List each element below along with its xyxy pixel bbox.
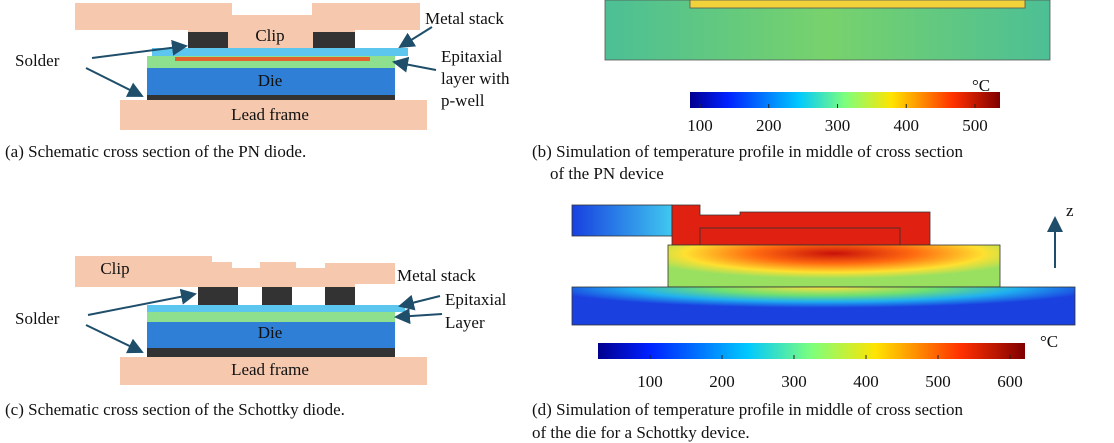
panel-c: Clip Die Lead frame Solder Metal stack E…	[5, 256, 507, 419]
axis-label: z	[1066, 201, 1074, 220]
caption: (c) Schematic cross section of the Schot…	[5, 400, 345, 419]
colorbar-tick-label: 400	[894, 116, 920, 135]
figure: Clip Die Lead frame Solder Metal stack E…	[0, 0, 1114, 443]
label: Epitaxial	[445, 290, 507, 309]
label: Clip	[255, 26, 284, 45]
colorbar-tick-label: 500	[925, 372, 951, 391]
caption: (d) Simulation of temperature profile in…	[532, 400, 964, 419]
unit: °C	[972, 76, 990, 95]
label: p-well	[441, 91, 485, 110]
colorbar-tick-label: 400	[853, 372, 879, 391]
label: Lead frame	[231, 360, 309, 379]
colorbar-tick-label: 500	[962, 116, 988, 135]
colorbar-tick-label: 600	[997, 372, 1023, 391]
colorbar-tick-label: 100	[637, 372, 663, 391]
caption: (b) Simulation of temperature profile in…	[532, 142, 964, 161]
label: Metal stack	[425, 9, 504, 28]
label: layer with	[441, 69, 510, 88]
label: Die	[258, 323, 283, 342]
panel-b: °C (b) Simulation of temperature profile…	[532, 0, 1050, 183]
label: Clip	[100, 259, 129, 278]
colorbar-tick-label: 300	[781, 372, 807, 391]
label: Layer	[445, 313, 485, 332]
caption: of the PN device	[550, 164, 664, 183]
label: Solder	[15, 51, 60, 70]
panel-a: Clip Die Lead frame Solder Metal stack E…	[5, 3, 510, 161]
colorbar-tick-label: 300	[825, 116, 851, 135]
caption: (a) Schematic cross section of the PN di…	[5, 142, 306, 161]
label: Metal stack	[397, 266, 476, 285]
label: Die	[258, 71, 283, 90]
colorbar-tick-label: 100	[687, 116, 713, 135]
colorbar-tick-label: 200	[756, 116, 782, 135]
colorbar	[598, 343, 1025, 359]
colorbar	[690, 92, 1000, 108]
unit: °C	[1040, 332, 1058, 351]
colorbar-tick-label: 200	[709, 372, 735, 391]
label: Epitaxial	[441, 47, 503, 66]
label: Lead frame	[231, 105, 309, 124]
panel-d: °C z (d) Simulation of temperature profi…	[532, 201, 1075, 442]
caption: of the die for a Schottky device.	[532, 423, 750, 442]
label: Solder	[15, 309, 60, 328]
